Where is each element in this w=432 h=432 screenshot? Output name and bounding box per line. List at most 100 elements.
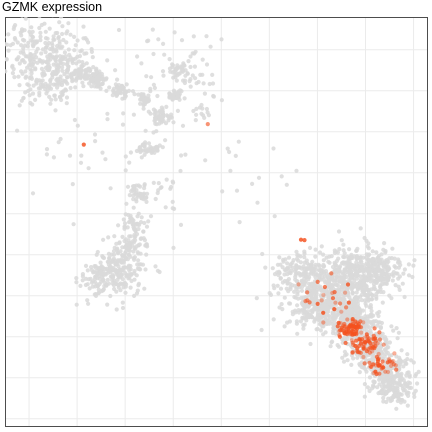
data-point [316,262,321,267]
data-point [381,381,386,386]
data-point [50,75,55,80]
data-point-expressing [375,341,380,346]
data-point [136,183,141,188]
data-point [50,46,55,51]
data-point [193,49,198,54]
data-point [123,154,128,159]
data-point [121,111,126,116]
data-point [25,82,30,87]
data-point [388,382,393,387]
data-point [57,20,62,25]
data-point [317,250,323,255]
data-point-expressing [358,341,364,346]
data-point [392,256,397,261]
data-point [72,34,77,39]
data-point [405,352,410,357]
data-point [361,273,366,279]
data-point [90,55,95,60]
data-point [294,279,299,284]
data-point [125,225,130,230]
data-point [275,283,280,288]
data-point-expressing [355,324,360,329]
data-point [320,324,325,329]
data-point [301,295,306,300]
data-point [346,262,351,267]
data-point [48,101,53,106]
data-point [131,205,136,210]
data-point [53,97,58,102]
data-point [110,277,115,283]
data-point [202,115,207,120]
data-point [51,34,56,39]
data-point [171,75,176,80]
data-point [338,287,343,292]
data-point [358,226,363,231]
data-point [256,175,262,180]
data-point [278,262,283,267]
data-point [328,283,333,288]
data-point [34,77,39,82]
data-point [161,41,166,46]
data-point [319,244,324,249]
data-point [92,132,98,137]
data-point [396,330,401,335]
data-point [75,123,80,128]
data-point [116,283,121,288]
data-point [40,60,45,65]
data-point [371,278,376,283]
data-point [299,266,305,271]
data-point [91,65,96,70]
data-point [211,94,216,99]
data-point [325,319,330,325]
data-point [151,180,156,185]
data-point-expressing [336,320,341,325]
data-point [320,319,325,324]
data-point-expressing [350,317,355,322]
data-point [386,396,391,401]
data-point [386,275,391,280]
data-point [72,117,77,123]
data-point [330,331,336,336]
data-point-expressing [305,298,310,303]
data-point [70,59,75,64]
data-point [345,358,350,363]
data-point [72,48,77,53]
data-point [352,296,357,301]
data-point [362,327,367,332]
data-point [207,81,212,87]
data-point [20,17,24,18]
data-point [117,85,122,90]
data-point [51,37,56,42]
data-point [132,293,137,298]
data-point [285,280,290,285]
data-point [309,292,314,297]
data-point [288,262,293,267]
data-point [284,182,289,187]
data-point [83,263,89,268]
data-point [139,215,144,220]
data-point [362,265,367,270]
data-point [339,284,344,289]
data-point [270,266,275,271]
data-point [390,246,395,251]
data-point [391,328,396,333]
data-point [412,258,417,263]
data-point [172,30,177,35]
data-point-expressing [345,282,351,287]
data-point-expressing [394,367,399,372]
data-point-expressing [362,340,367,345]
data-point [357,370,362,375]
data-point [361,282,366,287]
data-point [318,287,323,292]
data-point [116,27,122,33]
data-point [101,76,106,81]
data-point [341,293,346,298]
data-point [122,245,128,250]
data-point [167,57,172,62]
data-point [387,256,392,261]
data-point [312,284,317,290]
data-point [289,268,294,273]
data-point-expressing [377,337,383,342]
data-point [305,261,310,266]
data-point [142,144,147,149]
